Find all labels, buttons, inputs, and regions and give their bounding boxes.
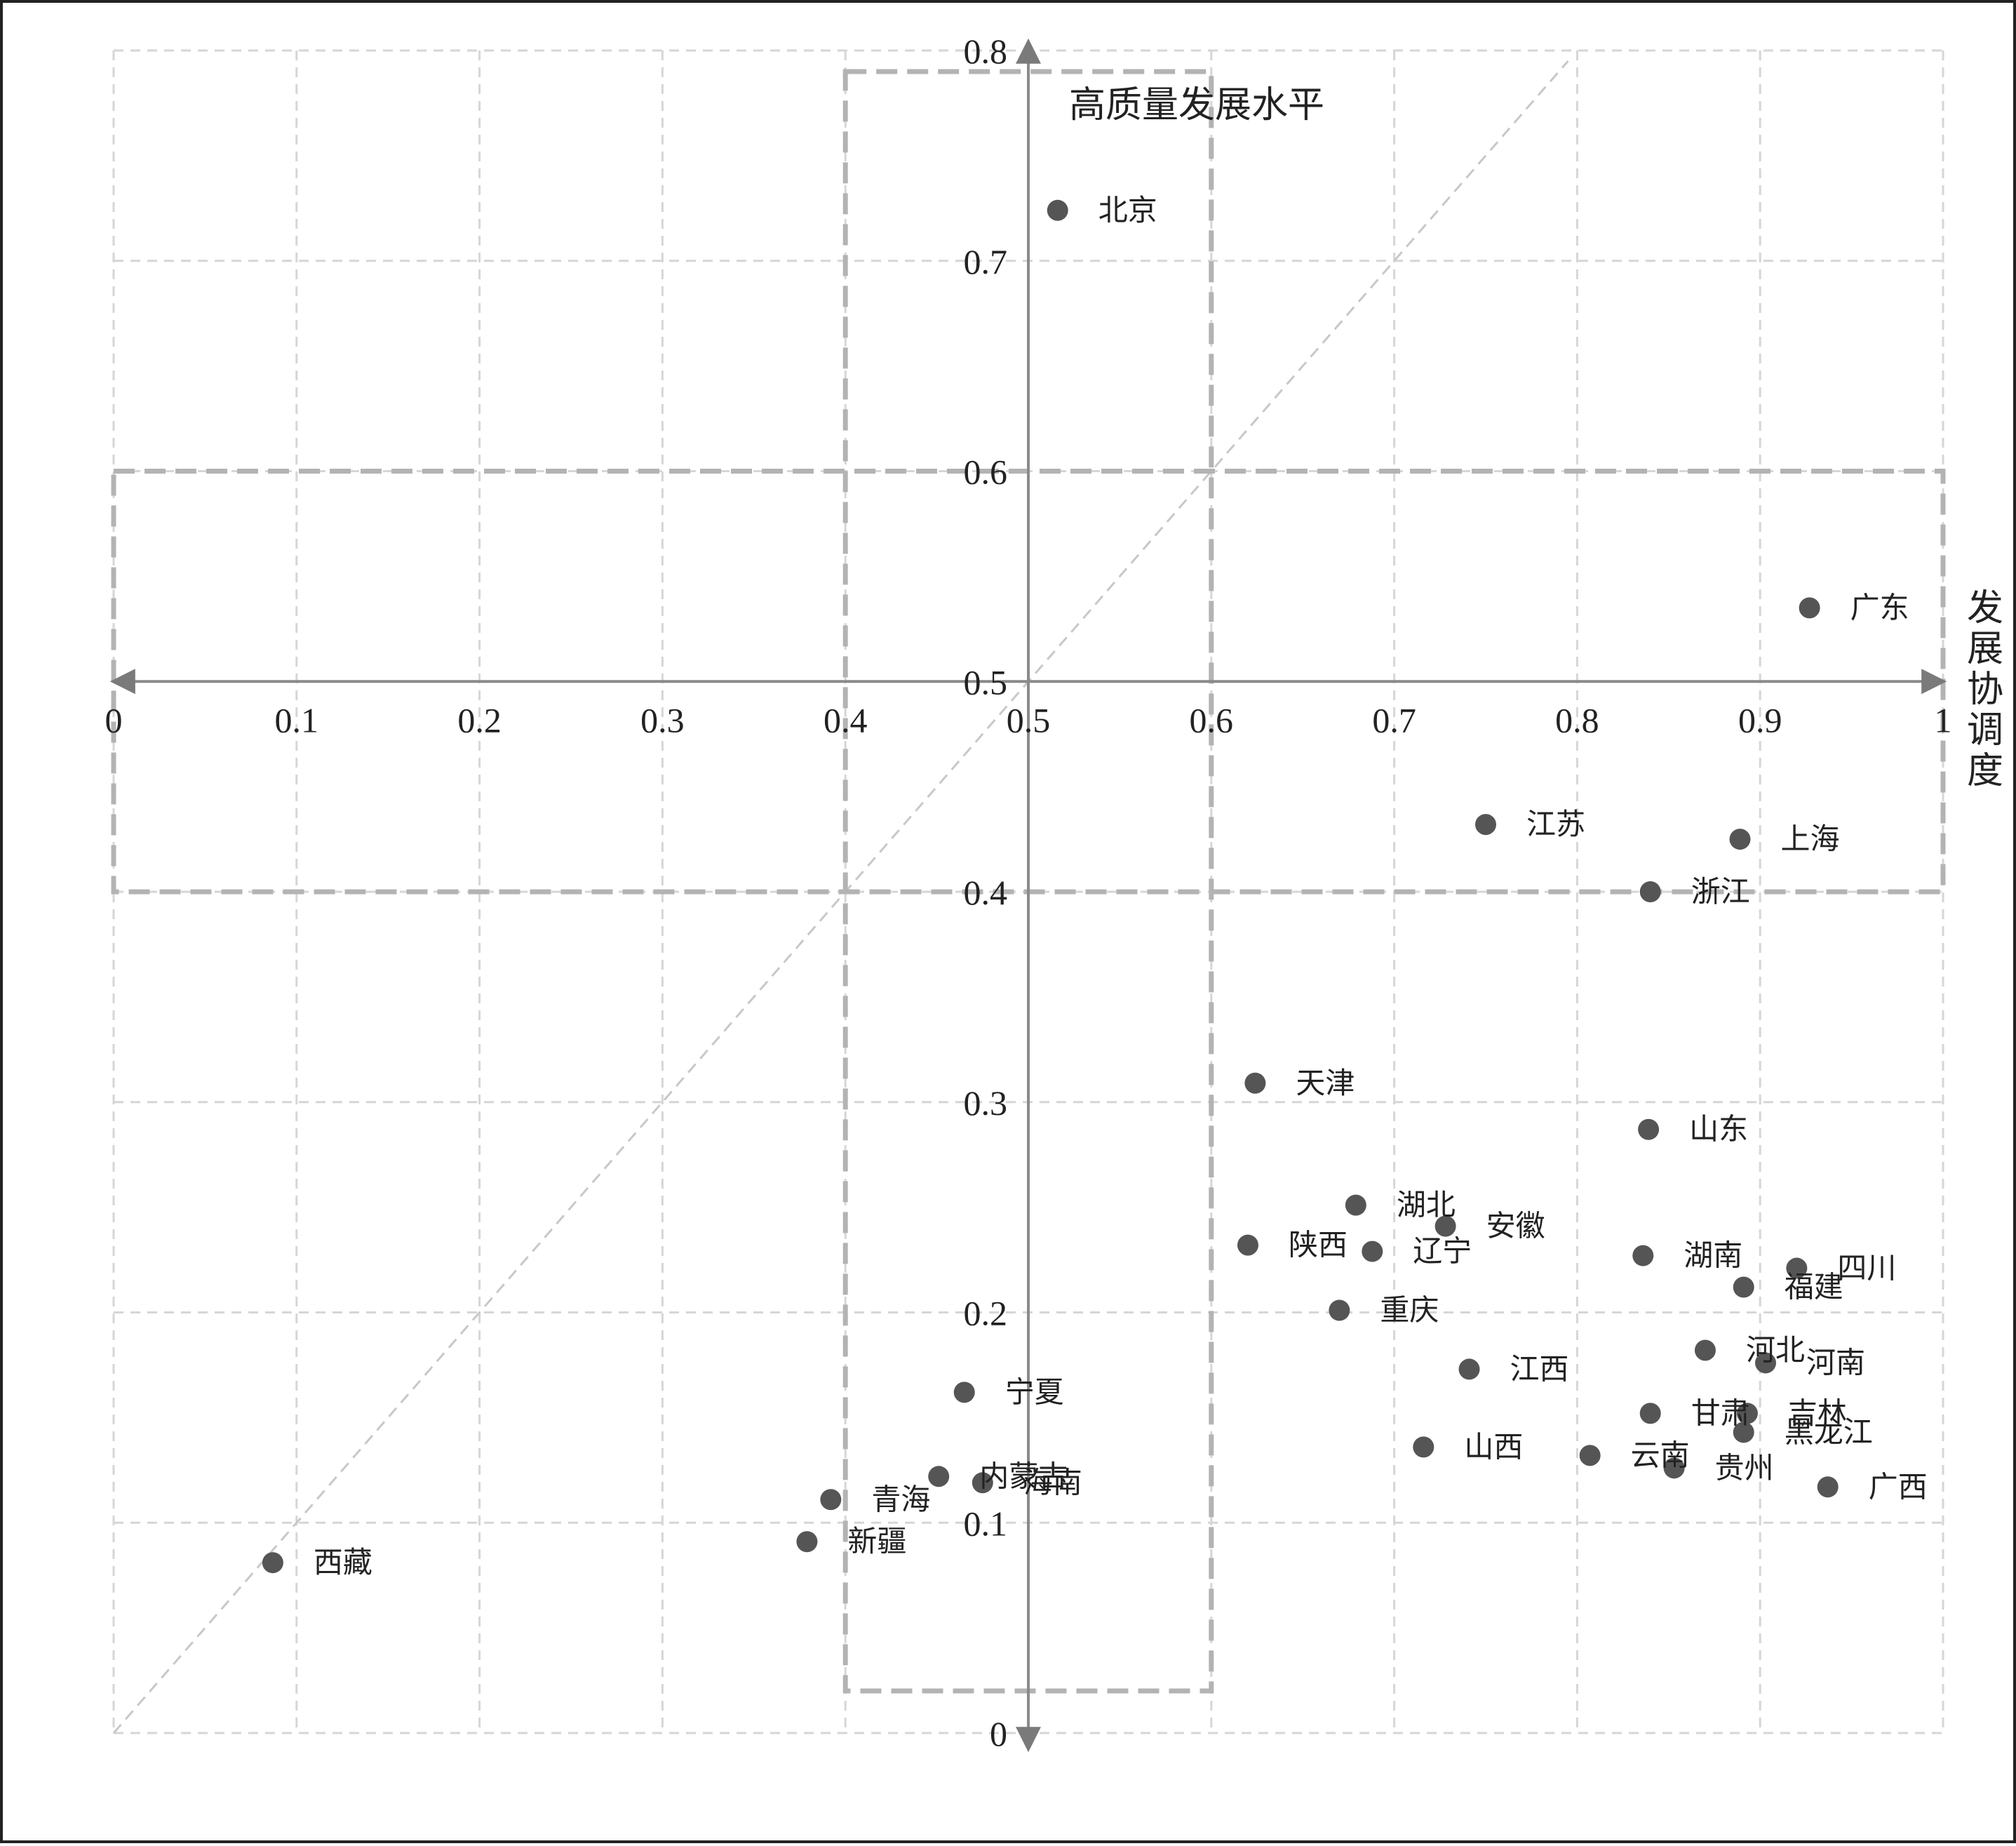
y-axis-title: 高质量发展水平 xyxy=(1069,84,1324,126)
point-label: 海南 xyxy=(1023,1465,1082,1499)
point-label: 广东 xyxy=(1850,590,1909,624)
data-point xyxy=(1475,814,1496,836)
point-label: 河南 xyxy=(1806,1345,1865,1379)
data-point xyxy=(1345,1194,1366,1216)
data-point xyxy=(262,1552,283,1574)
y-tick-label: 0.3 xyxy=(964,1083,1008,1123)
data-point xyxy=(1458,1358,1480,1380)
data-point xyxy=(1736,1403,1758,1424)
point-label: 宁夏 xyxy=(1005,1375,1064,1409)
point-label: 甘肃 xyxy=(1691,1396,1750,1430)
data-point xyxy=(820,1489,842,1511)
data-point xyxy=(1639,1403,1661,1424)
x-tick-label: 0.7 xyxy=(1372,700,1416,740)
point-label: 浙江 xyxy=(1691,874,1750,909)
x-tick-label: 0.3 xyxy=(640,700,685,740)
tick-labels: 0 0.1 0.2 0.3 0.4 0.5 0.6 0.7 0.8 0.9 1 0 0.1 0.2 0.3 0… xyxy=(105,32,1952,1753)
axes xyxy=(109,38,1947,1753)
data-point xyxy=(1733,1422,1754,1443)
data-point xyxy=(1694,1339,1716,1361)
point-label: 黑龙江 xyxy=(1785,1414,1873,1449)
data-point xyxy=(1799,597,1820,619)
x-tick-label: 1 xyxy=(1935,700,1952,740)
point-label: 云南 xyxy=(1631,1438,1690,1472)
scatter-plot: 0 0.1 0.2 0.3 0.4 0.5 0.6 0.7 0.8 0.9 1 0 0.1 0.2 0.3 0… xyxy=(105,32,2004,1753)
point-label: 河北 xyxy=(1746,1332,1805,1367)
x-tick-label: 0.6 xyxy=(1190,700,1234,740)
data-point xyxy=(928,1466,950,1487)
point-label: 福建 xyxy=(1785,1270,1843,1304)
y-tick-label: 0.6 xyxy=(964,453,1008,492)
point-label: 贵州 xyxy=(1715,1450,1774,1485)
axis-titles: 高质量发展水平 发展协调度 xyxy=(1069,84,2003,792)
x-tick-label: 0.8 xyxy=(1555,700,1599,740)
point-label: 内蒙古 xyxy=(979,1459,1068,1493)
diagonal-line xyxy=(112,60,1569,1734)
point-label: 四川 xyxy=(1837,1251,1896,1285)
data-point xyxy=(1434,1215,1456,1237)
data-point xyxy=(1755,1352,1777,1374)
data-point xyxy=(1663,1457,1685,1479)
y-tick-label: 0 xyxy=(990,1714,1007,1753)
point-label: 新疆 xyxy=(847,1524,906,1558)
point-label: 重庆 xyxy=(1380,1293,1439,1327)
data-point xyxy=(1632,1245,1654,1266)
data-point xyxy=(1729,829,1751,850)
data-points xyxy=(262,199,1839,1574)
data-point xyxy=(1237,1234,1258,1256)
data-point xyxy=(1817,1476,1839,1498)
point-label: 北京 xyxy=(1098,193,1157,227)
y-tick-label: 0.2 xyxy=(964,1294,1008,1333)
data-point xyxy=(1638,1118,1660,1140)
x-tick-label: 0.5 xyxy=(1007,700,1051,740)
point-label: 青海 xyxy=(871,1482,930,1516)
point-label: 山西 xyxy=(1464,1429,1523,1464)
point-label: 上海 xyxy=(1781,822,1840,856)
point-label: 西藏 xyxy=(314,1545,372,1579)
data-point xyxy=(1786,1257,1808,1279)
point-label: 山东 xyxy=(1689,1112,1748,1146)
point-label: 辽宁 xyxy=(1413,1234,1472,1269)
x-tick-label: 0.4 xyxy=(824,700,868,740)
y-tick-label: 0.5 xyxy=(964,662,1008,702)
point-label: 陕西 xyxy=(1289,1228,1348,1262)
data-point xyxy=(1047,199,1068,221)
point-label: 湖北 xyxy=(1397,1188,1456,1222)
data-point xyxy=(1579,1445,1601,1466)
data-point xyxy=(1329,1299,1350,1321)
point-label: 江苏 xyxy=(1526,807,1585,841)
point-label: 湖南 xyxy=(1684,1238,1742,1273)
point-label: 江西 xyxy=(1510,1351,1569,1386)
y-tick-label: 0.1 xyxy=(964,1504,1008,1543)
data-point xyxy=(972,1472,993,1494)
y-tick-label: 0.7 xyxy=(964,242,1008,281)
data-point xyxy=(1362,1240,1383,1262)
data-point xyxy=(953,1382,975,1403)
point-label: 安徽 xyxy=(1486,1209,1545,1243)
point-label: 广西 xyxy=(1869,1469,1928,1504)
y-tick-label: 0.8 xyxy=(964,32,1008,71)
data-point xyxy=(1733,1276,1754,1298)
x-tick-label: 0.9 xyxy=(1738,700,1782,740)
data-point xyxy=(796,1531,818,1553)
x-tick-label: 0.2 xyxy=(457,700,502,740)
diagonal-reference-line xyxy=(112,60,1569,1734)
y-tick-label: 0.4 xyxy=(964,873,1008,912)
point-label: 吉林 xyxy=(1788,1396,1847,1430)
data-point xyxy=(1244,1072,1266,1094)
data-point xyxy=(1639,881,1661,902)
x-axis-title: 发展协调度 xyxy=(1967,587,2003,792)
data-point xyxy=(1413,1436,1434,1458)
point-label: 天津 xyxy=(1296,1066,1355,1100)
x-tick-label: 0.1 xyxy=(275,700,319,740)
x-tick-label: 0 xyxy=(105,700,123,740)
